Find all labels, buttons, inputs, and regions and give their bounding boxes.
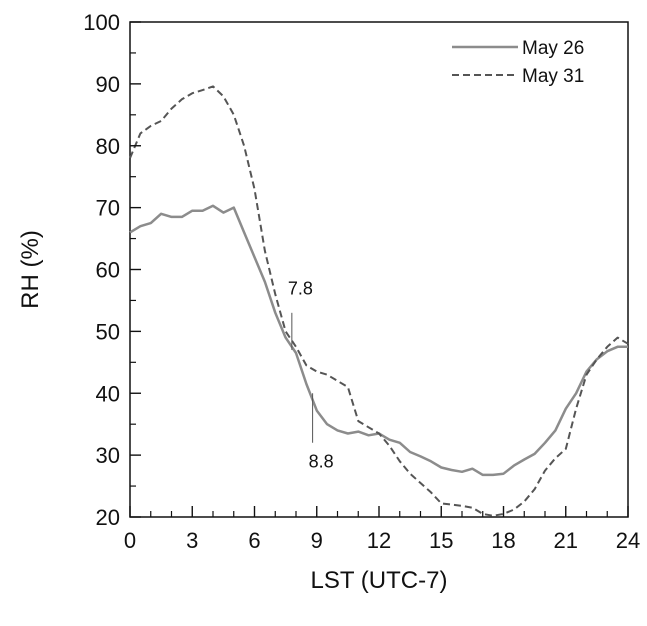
x-tick-label: 0: [124, 528, 136, 553]
y-tick-label: 30: [96, 443, 120, 468]
legend-label: May 26: [522, 38, 584, 59]
x-axis-label: LST (UTC-7): [311, 567, 448, 594]
x-tick-label: 9: [311, 528, 323, 553]
x-tick-label: 6: [248, 528, 260, 553]
x-tick-label: 12: [367, 528, 391, 553]
legend: May 26 May 31: [452, 38, 584, 87]
x-tick-label: 21: [554, 528, 578, 553]
y-tick-label: 40: [96, 381, 120, 406]
plot-frame: [129, 21, 629, 518]
y-tick-label: 50: [96, 319, 120, 344]
x-tick-label: 3: [186, 528, 198, 553]
y-tick-label: 100: [83, 10, 120, 35]
x-tick-label: 15: [429, 528, 453, 553]
annotation-label: 8.8: [309, 452, 334, 472]
plot-area: [129, 21, 629, 518]
annotation-layer: 7.8 8.8: [288, 278, 334, 471]
series-line-may-31: [129, 85, 629, 517]
y-tick-label: 70: [96, 196, 120, 221]
y-tick-label: 60: [96, 258, 120, 283]
x-tick-label: 18: [491, 528, 515, 553]
annotation-label: 7.8: [288, 278, 313, 298]
y-tick-label: 20: [96, 505, 120, 530]
x-tick-label: 24: [616, 528, 640, 553]
y-axis-label: RH (%): [17, 230, 44, 309]
y-tick-label: 90: [96, 72, 120, 97]
y-tick-label: 80: [96, 134, 120, 159]
ticks-layer: 0 3 6 9 12 15 18 21 24 20 30 40 50 60 70 80 90 100: [83, 10, 640, 553]
legend-label: May 31: [522, 66, 584, 87]
series-layer: [129, 85, 629, 517]
